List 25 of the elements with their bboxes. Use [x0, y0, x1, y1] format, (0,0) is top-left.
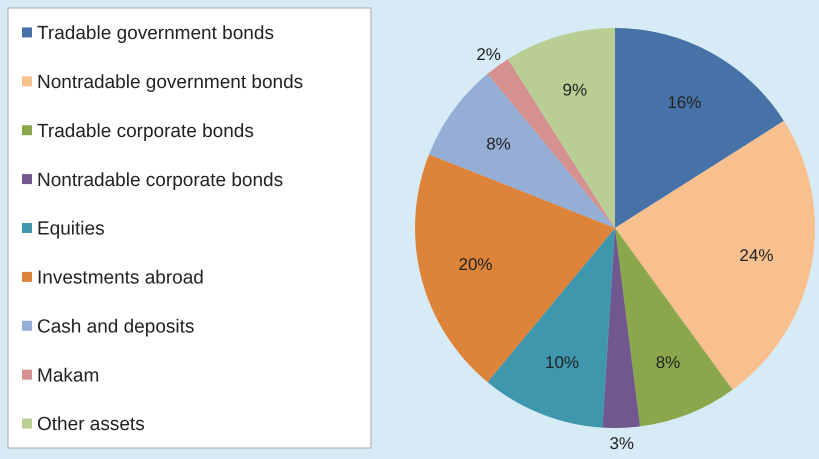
legend-label: Investments abroad [37, 268, 204, 289]
legend-label: Other assets [37, 414, 145, 436]
pie-slice [488, 59, 615, 228]
data-label: 2% [476, 45, 501, 64]
data-label: 8% [656, 352, 680, 372]
pie-slice [615, 228, 733, 426]
legend-label: Makam [37, 365, 100, 386]
pie-slice [602, 228, 640, 428]
legend-label: Nontradable corporate bonds [37, 170, 284, 191]
pie-slice [615, 28, 784, 228]
legend-label: Cash and deposits [37, 316, 194, 338]
data-label: 24% [739, 246, 774, 265]
pie-slice [615, 120, 815, 390]
legend-label: Equities [37, 218, 105, 240]
data-label: 8% [486, 134, 511, 154]
legend-label: Tradable corporate bonds [37, 120, 254, 142]
data-label: 16% [667, 92, 702, 112]
legend-label: Tradable government bonds [37, 23, 274, 44]
data-label: 3% [609, 434, 634, 453]
data-label: 9% [562, 80, 588, 100]
legend-label: Nontradable government bonds [37, 72, 304, 93]
data-label: 10% [544, 352, 580, 372]
data-label: 20% [458, 254, 493, 274]
pie-slice [415, 154, 615, 382]
pie-slice [429, 74, 615, 228]
